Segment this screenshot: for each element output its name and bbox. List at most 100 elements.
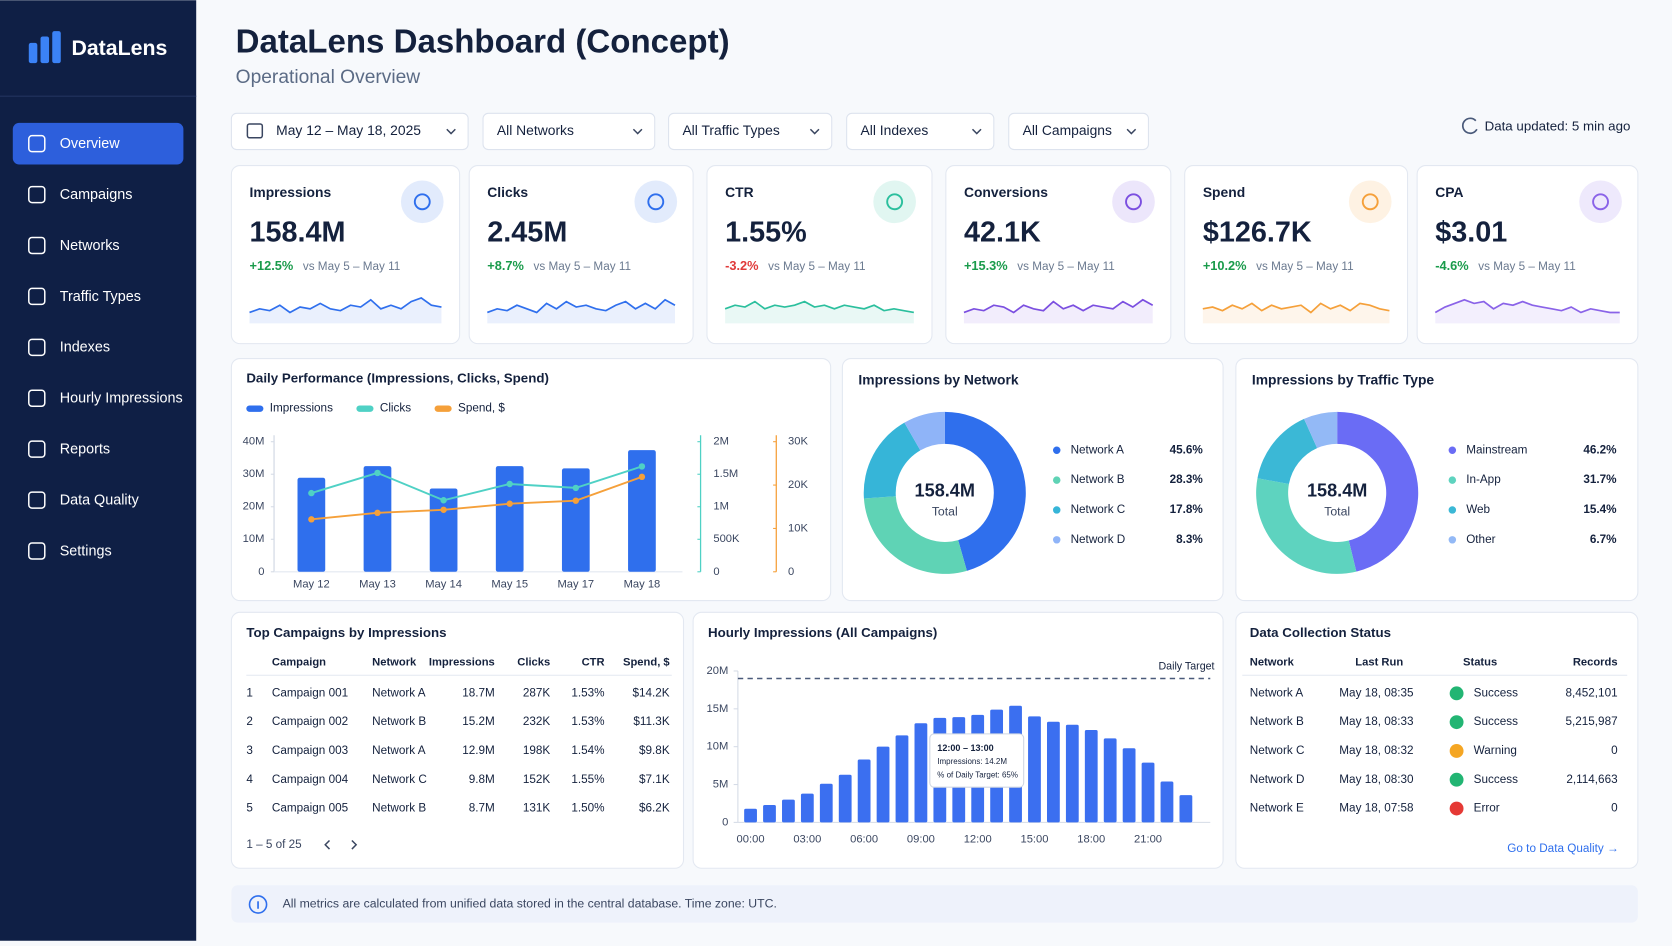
sparkline-area bbox=[963, 299, 1153, 324]
kpi-card bbox=[945, 164, 1172, 345]
chart-card bbox=[1235, 358, 1639, 602]
table-cell: 5 bbox=[246, 802, 253, 815]
filter-dropdown[interactable] bbox=[482, 112, 656, 151]
filter-dropdown[interactable] bbox=[1008, 112, 1149, 151]
x-tick-label: May 14 bbox=[425, 579, 462, 591]
column-header: Last Run bbox=[1355, 656, 1403, 668]
y-tick-label: 10K bbox=[788, 522, 808, 534]
donut-slice bbox=[1304, 411, 1338, 449]
kpi-value: $3.01 bbox=[1435, 216, 1507, 248]
kpi-icon bbox=[634, 180, 678, 224]
column-header: Spend, $ bbox=[623, 656, 670, 668]
sparkline-area bbox=[249, 297, 442, 324]
kpi-change: -3.2% bbox=[725, 258, 759, 273]
legend-dot bbox=[1052, 506, 1061, 514]
y-tick-label: 30M bbox=[243, 468, 265, 480]
refresh-icon[interactable] bbox=[1461, 117, 1478, 135]
footer-bar bbox=[231, 885, 1638, 923]
bar bbox=[1065, 724, 1079, 823]
x-tick-label: May 12 bbox=[293, 579, 330, 591]
kpi-value: 42.1K bbox=[964, 216, 1041, 248]
line-point bbox=[308, 489, 315, 497]
x-tick-label: 15:00 bbox=[1020, 833, 1048, 845]
legend-dot bbox=[1448, 446, 1457, 454]
kpi-label: Spend bbox=[1203, 184, 1245, 200]
table-cell: 9.8M bbox=[469, 773, 495, 786]
y-tick-label: 500K bbox=[713, 533, 740, 545]
status-icon bbox=[1449, 801, 1464, 816]
donut-center-label: Total bbox=[1324, 504, 1350, 518]
bar bbox=[495, 466, 524, 572]
column-header: Status bbox=[1463, 656, 1497, 668]
table-cell: 5,215,987 bbox=[1565, 715, 1617, 728]
filter-dropdown[interactable] bbox=[230, 112, 469, 151]
bar bbox=[628, 450, 656, 572]
table-cell: Network E bbox=[1250, 802, 1304, 815]
bar bbox=[1179, 795, 1193, 823]
nav-icon[interactable] bbox=[28, 287, 46, 306]
donut-slice bbox=[863, 422, 921, 499]
table-cell: Network B bbox=[1250, 715, 1304, 728]
donut-slice bbox=[944, 411, 1026, 571]
table-cell: 232K bbox=[523, 715, 551, 728]
bar bbox=[1141, 762, 1155, 823]
legend-swatch bbox=[434, 405, 452, 412]
table-cell: Network D bbox=[1250, 773, 1305, 786]
filter-dropdown[interactable] bbox=[846, 112, 995, 151]
page-next[interactable] bbox=[351, 839, 358, 850]
chevron bbox=[446, 128, 456, 135]
nav-icon[interactable] bbox=[28, 338, 46, 357]
chart-title: Hourly Impressions (All Campaigns) bbox=[708, 625, 937, 640]
footer-note: All metrics are calculated from unified … bbox=[283, 897, 777, 911]
table-cell: Campaign 005 bbox=[272, 802, 349, 815]
legend-value: 46.2% bbox=[1583, 443, 1617, 456]
bar bbox=[1084, 730, 1098, 823]
page-prev[interactable] bbox=[324, 839, 331, 850]
status-icon bbox=[1449, 715, 1464, 730]
chart-card bbox=[841, 358, 1224, 602]
sparkline-area bbox=[1435, 299, 1620, 324]
nav-icon[interactable] bbox=[28, 134, 46, 153]
nav-icon[interactable] bbox=[28, 440, 46, 458]
x-tick-label: May 15 bbox=[491, 579, 528, 591]
nav-icon[interactable] bbox=[28, 389, 46, 408]
table-cell: 152K bbox=[523, 773, 551, 786]
nav-icon[interactable] bbox=[28, 491, 46, 509]
data-quality-link[interactable]: Go to Data Quality → bbox=[1507, 842, 1618, 855]
column-header: Clicks bbox=[517, 656, 550, 668]
nav-item: Networks bbox=[60, 238, 120, 254]
table-cell: Network A bbox=[372, 744, 426, 757]
legend-label: Network D bbox=[1071, 533, 1126, 546]
x-tick-label: 09:00 bbox=[907, 833, 935, 845]
legend-value: 31.7% bbox=[1583, 473, 1617, 486]
table-cell: $7.1K bbox=[639, 773, 670, 786]
table-cell: May 18, 08:32 bbox=[1339, 744, 1413, 757]
table-title: Top Campaigns by Impressions bbox=[246, 625, 446, 640]
legend-label: Other bbox=[1466, 533, 1495, 546]
y-tick-label: 0 bbox=[788, 566, 794, 578]
bar bbox=[363, 466, 392, 572]
kpi-change: +10.2% bbox=[1203, 258, 1247, 273]
nav-icon[interactable] bbox=[28, 185, 46, 204]
table-cell: Success bbox=[1474, 715, 1518, 728]
filter-dropdown[interactable] bbox=[668, 112, 833, 151]
kpi-change: +8.7% bbox=[487, 258, 524, 273]
brand: DataLens bbox=[71, 36, 167, 60]
kpi-value: 158.4M bbox=[250, 216, 346, 248]
kpi-card bbox=[230, 164, 461, 345]
nav-icon[interactable] bbox=[28, 542, 46, 560]
bar bbox=[876, 746, 890, 823]
y-tick-label: 0 bbox=[713, 566, 719, 578]
kpi-compare: vs May 5 – May 11 bbox=[1478, 260, 1575, 273]
nav-icon[interactable] bbox=[28, 236, 46, 255]
table-cell: Network B bbox=[372, 802, 426, 815]
target-label: Daily Target bbox=[1158, 661, 1214, 673]
legend-label: Clicks bbox=[380, 402, 411, 415]
x-tick-label: 00:00 bbox=[737, 833, 765, 845]
table-cell: Error bbox=[1474, 802, 1500, 815]
column-header: Network bbox=[372, 656, 417, 668]
filter-label: All Networks bbox=[497, 122, 574, 138]
kpi-icon bbox=[873, 180, 916, 224]
legend-value: 15.4% bbox=[1583, 503, 1617, 516]
